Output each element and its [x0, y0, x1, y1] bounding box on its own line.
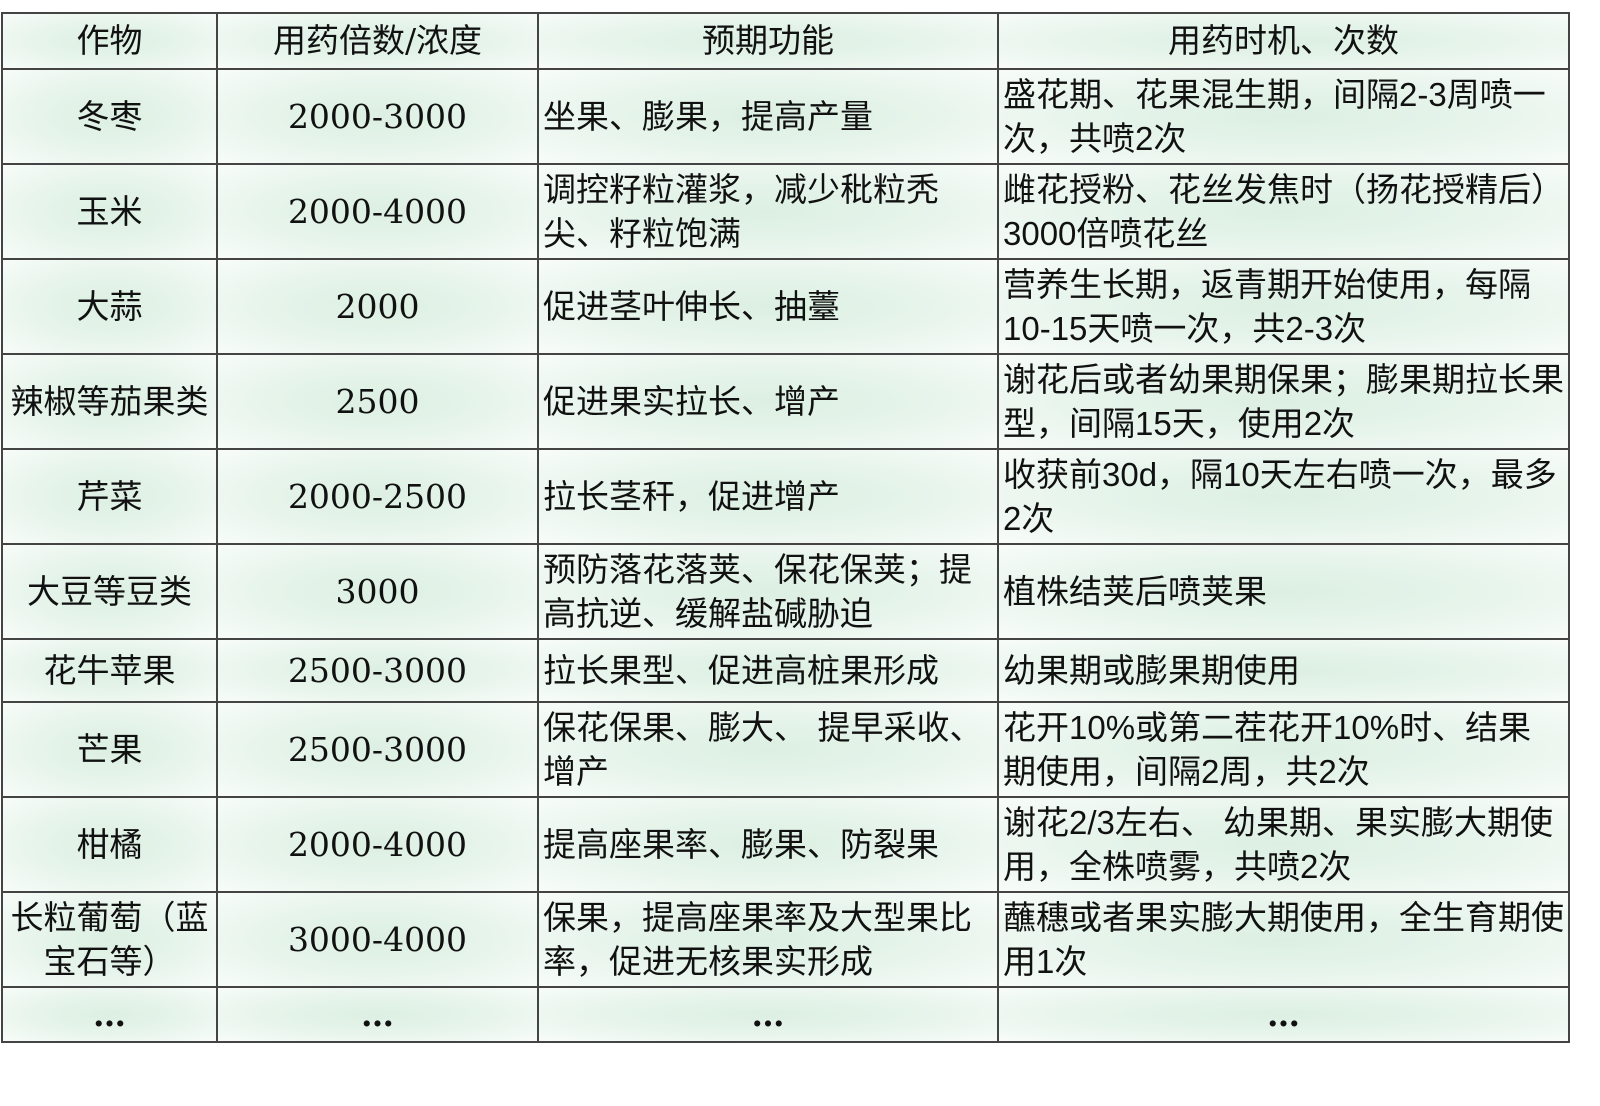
cell-dilution: 2000-2500	[216, 448, 539, 545]
cell-crop: 玉米	[1, 163, 218, 260]
cell-timing: 营养生长期，返青期开始使用，每隔10-15天喷一次，共2-3次	[997, 258, 1570, 355]
header-dilution: 用药倍数/浓度	[216, 12, 539, 70]
table-row: 柑橘 2000-4000 提高座果率、膨果、防裂果 谢花2/3左右、 幼果期、果实膨大…	[1, 796, 1570, 893]
table-row: 长粒葡萄（蓝宝石等） 3000-4000 保果，提高座果率及大型果比率，促进无核果实…	[1, 891, 1570, 988]
cell-function: 拉长果型、促进高桩果形成	[537, 638, 999, 703]
cell-function: 调控籽粒灌浆，减少秕粒秃尖、籽粒饱满	[537, 163, 999, 260]
cell-timing: 盛花期、花果混生期，间隔2-3周喷一次，共喷2次	[997, 68, 1570, 165]
cell-function: 促进果实拉长、增产	[537, 353, 999, 450]
cell-function: …	[537, 986, 999, 1043]
cell-timing: 花开10%或第二茬花开10%时、结果期使用，间隔2周，共2次	[997, 701, 1570, 798]
cell-dilution: 2000	[216, 258, 539, 355]
table-row: 芹菜 2000-2500 拉长茎秆，促进增产 收获前30d，隔10天左右喷一次，最多2…	[1, 448, 1570, 545]
cell-dilution: 3000-4000	[216, 891, 539, 988]
cell-function: 促进茎叶伸长、抽薹	[537, 258, 999, 355]
table-row: …………	[1, 986, 1570, 1043]
cell-dilution: 2000-4000	[216, 163, 539, 260]
cell-crop: 冬枣	[1, 68, 218, 165]
table-row: 芒果 2500-3000 保花保果、膨大、 提早采收、增产 花开10%或第二茬花开10…	[1, 701, 1570, 798]
table-row: 大豆等豆类 3000 预防落花落荚、保花保荚；提高抗逆、缓解盐碱胁迫 植株结荚后喷荚果	[1, 543, 1570, 640]
cell-crop: 长粒葡萄（蓝宝石等）	[1, 891, 218, 988]
cell-timing: 植株结荚后喷荚果	[997, 543, 1570, 640]
header-row: 作物 用药倍数/浓度 预期功能 用药时机、次数	[1, 12, 1570, 70]
cell-timing: …	[997, 986, 1570, 1043]
table-row: 冬枣 2000-3000 坐果、膨果，提高产量 盛花期、花果混生期，间隔2-3周喷一次…	[1, 68, 1570, 165]
cell-dilution: 2000-4000	[216, 796, 539, 893]
cell-timing: 雌花授粉、花丝发焦时（扬花授精后）3000倍喷花丝	[997, 163, 1570, 260]
cell-crop: 柑橘	[1, 796, 218, 893]
cell-dilution: 2500-3000	[216, 638, 539, 703]
cell-crop: 芹菜	[1, 448, 218, 545]
table-row: 花牛苹果 2500-3000 拉长果型、促进高桩果形成 幼果期或膨果期使用	[1, 638, 1570, 703]
cell-crop: 花牛苹果	[1, 638, 218, 703]
cell-function: 保果，提高座果率及大型果比率，促进无核果实形成	[537, 891, 999, 988]
cell-crop: 芒果	[1, 701, 218, 798]
cell-crop: 辣椒等茄果类	[1, 353, 218, 450]
cell-function: 坐果、膨果，提高产量	[537, 68, 999, 165]
header-timing: 用药时机、次数	[997, 12, 1570, 70]
cell-function: 保花保果、膨大、 提早采收、增产	[537, 701, 999, 798]
cell-crop: 大蒜	[1, 258, 218, 355]
cell-timing: 蘸穗或者果实膨大期使用，全生育期使用1次	[997, 891, 1570, 988]
table-row: 玉米 2000-4000 调控籽粒灌浆，减少秕粒秃尖、籽粒饱满 雌花授粉、花丝发焦时（…	[1, 163, 1570, 260]
cell-dilution: 3000	[216, 543, 539, 640]
cell-timing: 谢花2/3左右、 幼果期、果实膨大期使用，全株喷雾，共喷2次	[997, 796, 1570, 893]
cell-timing: 收获前30d，隔10天左右喷一次，最多2次	[997, 448, 1570, 545]
table-row: 大蒜 2000 促进茎叶伸长、抽薹 营养生长期，返青期开始使用，每隔10-15天喷一次…	[1, 258, 1570, 355]
cell-function: 提高座果率、膨果、防裂果	[537, 796, 999, 893]
cell-dilution: 2500	[216, 353, 539, 450]
table-row: 辣椒等茄果类 2500 促进果实拉长、增产 谢花后或者幼果期保果；膨果期拉长果型，间隔…	[1, 353, 1570, 450]
cell-timing: 谢花后或者幼果期保果；膨果期拉长果型，间隔15天，使用2次	[997, 353, 1570, 450]
cell-function: 拉长茎秆，促进增产	[537, 448, 999, 545]
header-crop: 作物	[1, 12, 218, 70]
cell-dilution: 2000-3000	[216, 68, 539, 165]
crop-dosage-table: 作物 用药倍数/浓度 预期功能 用药时机、次数 冬枣 2000-3000 坐果、膨果…	[1, 12, 1570, 1043]
cell-function: 预防落花落荚、保花保荚；提高抗逆、缓解盐碱胁迫	[537, 543, 999, 640]
cell-dilution: …	[216, 986, 539, 1043]
cell-timing: 幼果期或膨果期使用	[997, 638, 1570, 703]
cell-dilution: 2500-3000	[216, 701, 539, 798]
header-function: 预期功能	[537, 12, 999, 70]
cell-crop: …	[1, 986, 218, 1043]
cell-crop: 大豆等豆类	[1, 543, 218, 640]
